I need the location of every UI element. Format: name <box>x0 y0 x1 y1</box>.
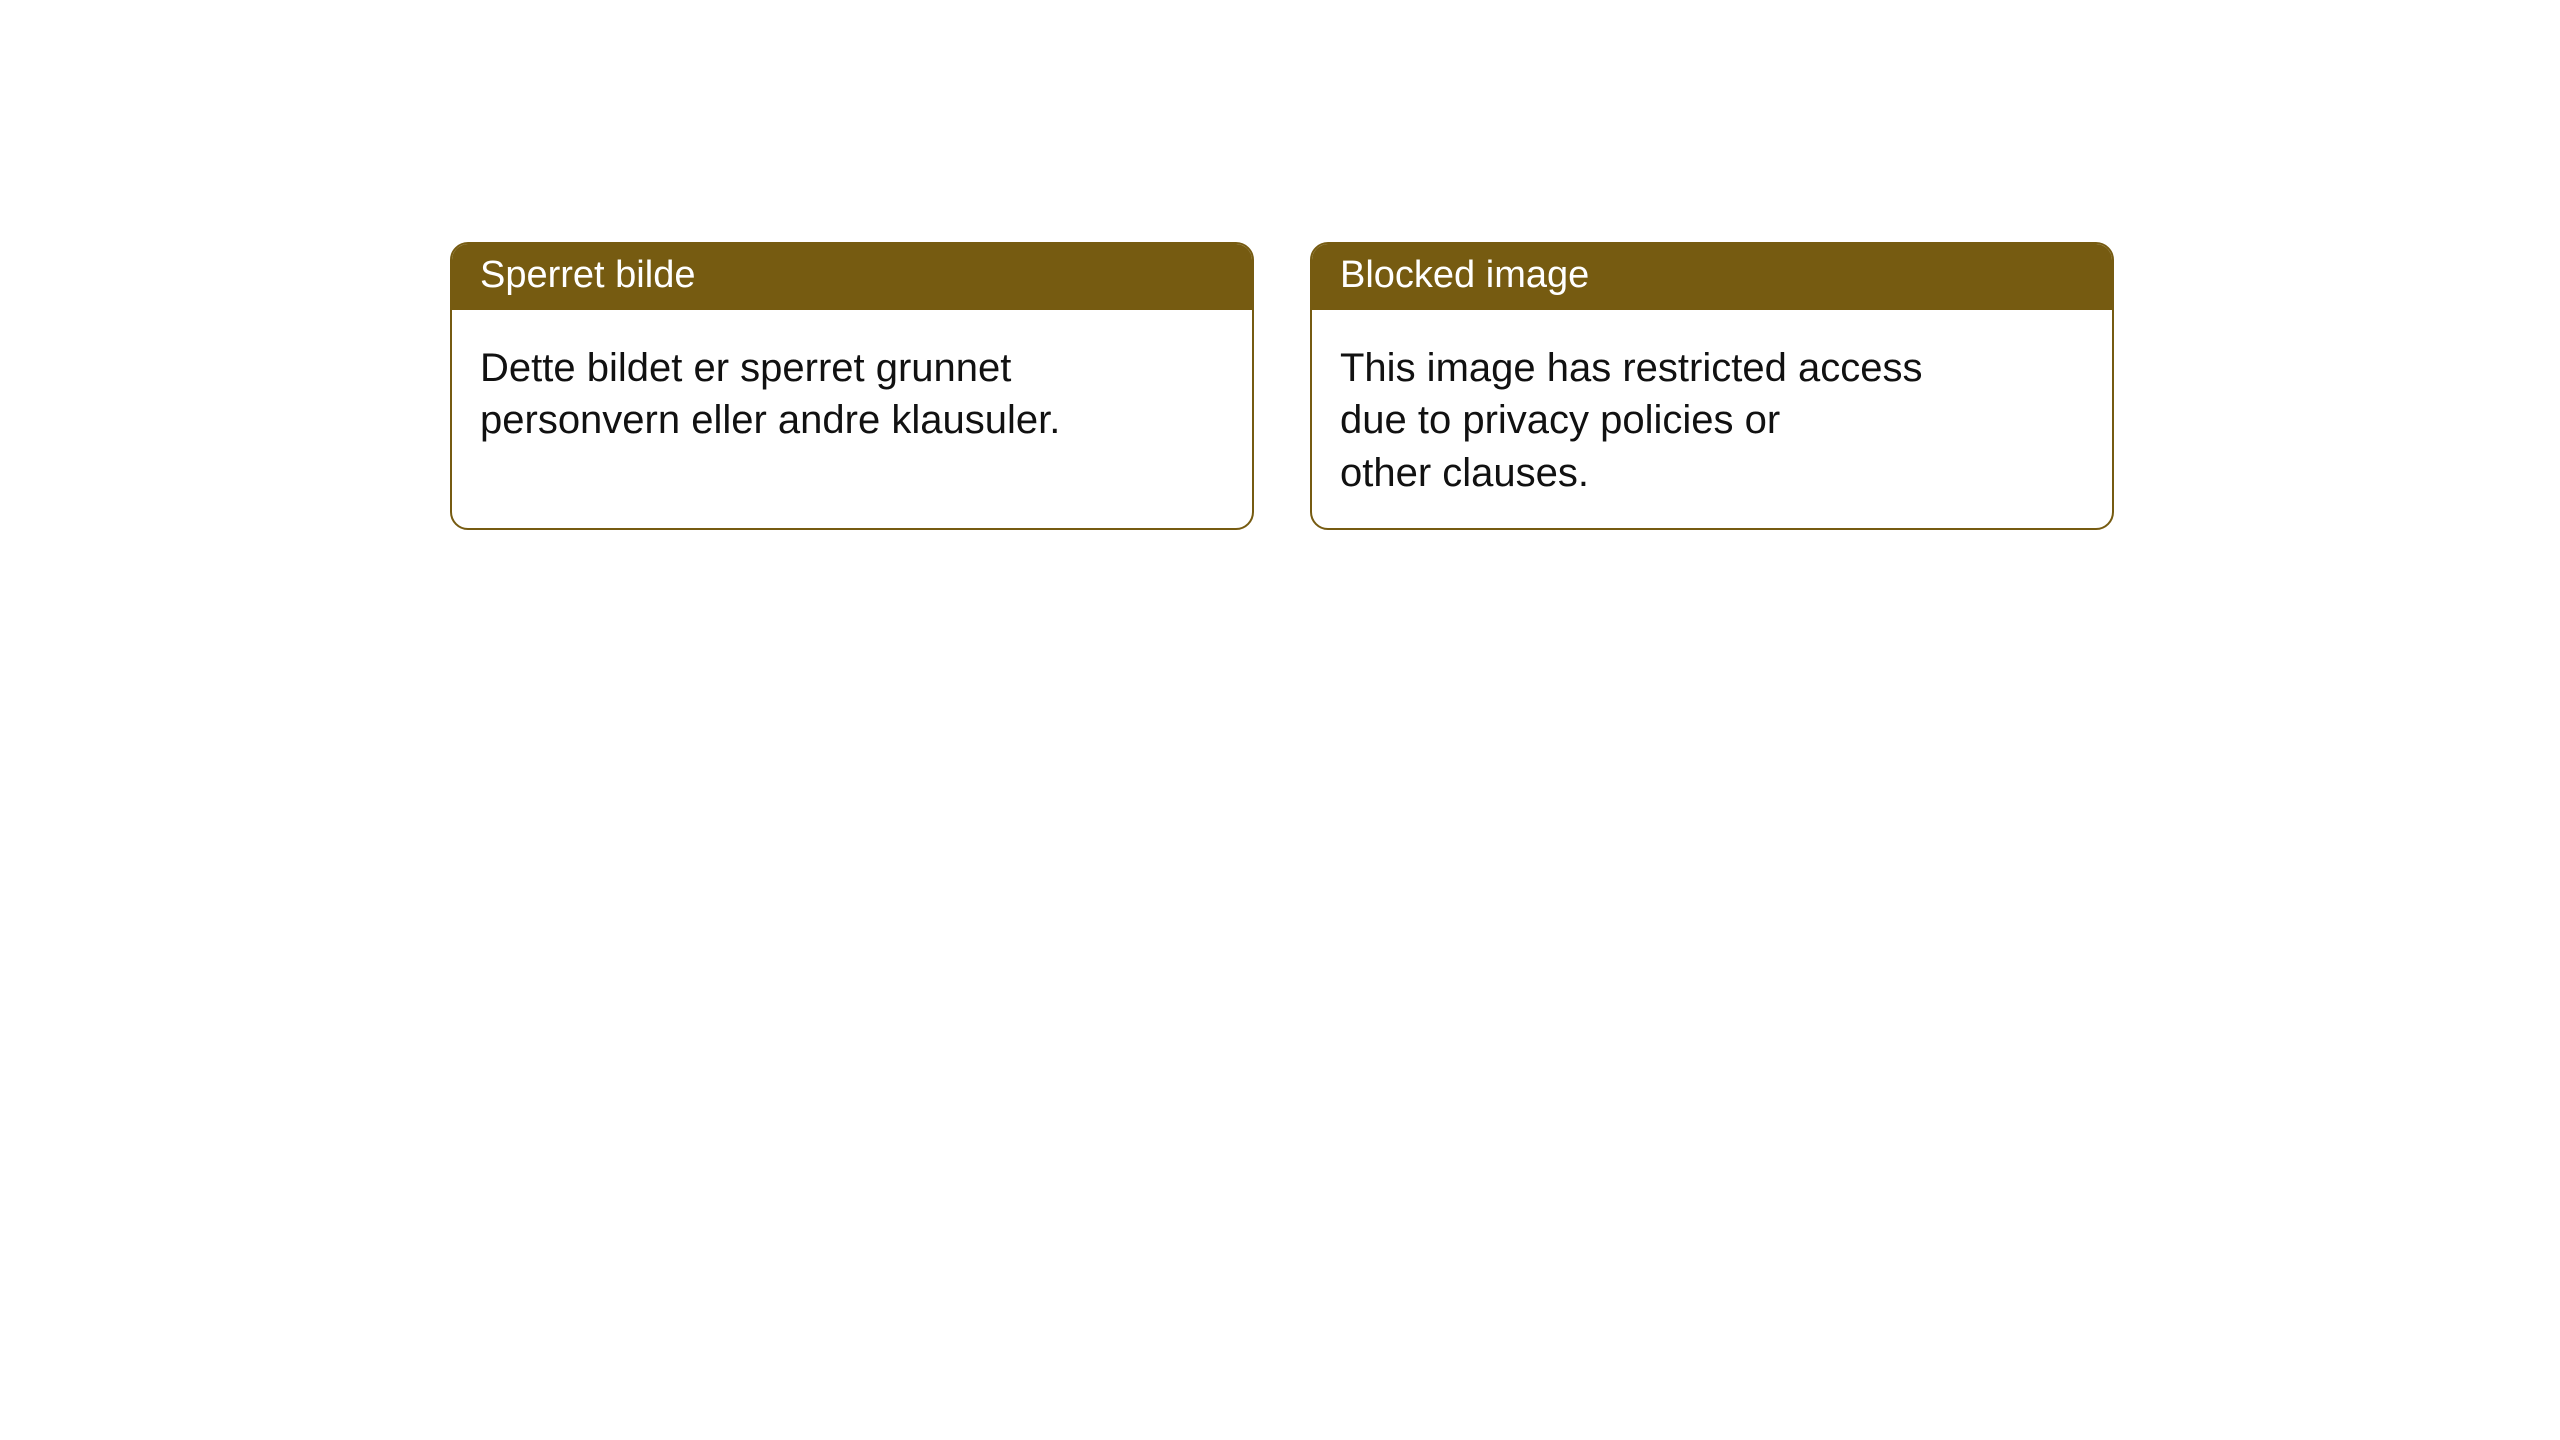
blocked-notice-card-no: Sperret bilde Dette bildet er sperret gr… <box>450 242 1254 530</box>
blocked-notice-card-en: Blocked image This image has restricted … <box>1310 242 2114 530</box>
card-header: Blocked image <box>1312 244 2112 310</box>
card-body-text: Dette bildet er sperret grunnet personve… <box>480 342 1224 448</box>
card-body: Dette bildet er sperret grunnet personve… <box>452 310 1252 520</box>
card-body: This image has restricted access due to … <box>1312 310 2112 528</box>
card-header: Sperret bilde <box>452 244 1252 310</box>
card-body-text: This image has restricted access due to … <box>1340 342 2084 500</box>
notice-cards-container: Sperret bilde Dette bildet er sperret gr… <box>0 0 2560 530</box>
